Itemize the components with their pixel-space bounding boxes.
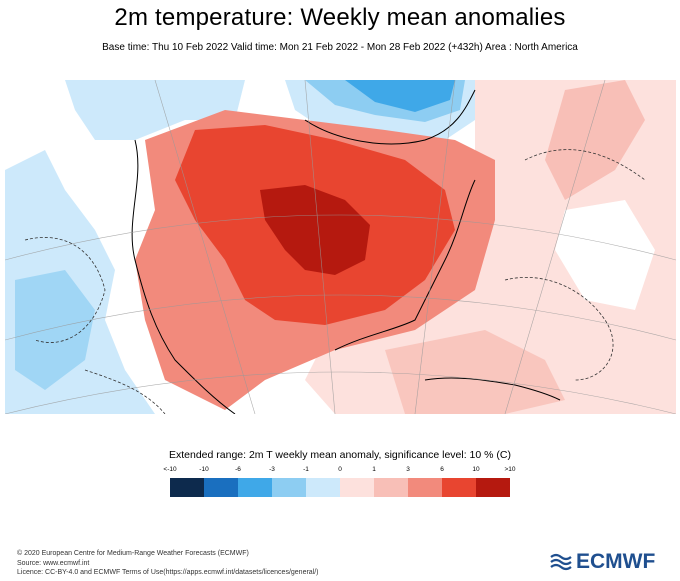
legend-color-segment (204, 478, 238, 497)
legend-tick: -10 (199, 466, 209, 473)
legend-tick: <-10 (163, 466, 177, 473)
anomaly-region-pink-atlantic (545, 80, 645, 200)
legend-tick: -3 (269, 466, 275, 473)
legend-color-segment (306, 478, 340, 497)
legend-color-segment (340, 478, 374, 497)
anomaly-region-pink-caribbean (385, 330, 565, 414)
legend-tick: -6 (235, 466, 241, 473)
anomaly-region-dark-red (260, 185, 370, 275)
legend-color-segment (408, 478, 442, 497)
anomaly-map[interactable] (5, 80, 676, 414)
legend-color-segment (442, 478, 476, 497)
legend-ticks: <-10 -10 -6 -3 -1 0 1 3 6 10 >10 (163, 466, 515, 476)
graticule (5, 80, 676, 414)
legend-color-segment (238, 478, 272, 497)
legend-color-segment (272, 478, 306, 497)
legend-tick: 1 (372, 466, 376, 473)
legend-color-segment (170, 478, 204, 497)
source-text: Source: www.ecmwf.int (17, 559, 90, 567)
legend-color-segment (374, 478, 408, 497)
copyright-text: © 2020 European Centre for Medium-Range … (17, 550, 249, 557)
chart-title: 2m temperature: Weekly mean anomalies (114, 4, 566, 31)
legend-tick: 10 (472, 466, 480, 473)
legend-color-segment (476, 478, 510, 497)
legend-tick: -1 (303, 466, 309, 473)
coastline-caribbean (424, 377, 561, 401)
legend-tick: >10 (504, 466, 516, 473)
legend-title: Extended range: 2m T weekly mean anomaly… (168, 449, 511, 461)
anomaly-region-white-atlantic (555, 200, 655, 310)
anomaly-region-deep-blue-hudson (345, 80, 455, 112)
footer: © 2020 European Centre for Medium-Range … (17, 549, 319, 578)
legend-tick: 3 (406, 466, 410, 473)
legend-tick: 6 (440, 466, 444, 473)
legend-colorbar (170, 478, 510, 497)
anomaly-region-light-blue-northwest (65, 80, 245, 140)
coastline-hudson (304, 89, 476, 145)
ecmwf-logo-text: ECMWF (576, 550, 656, 573)
ecmwf-wave-icon (550, 553, 572, 571)
ecmwf-logo: ECMWF (550, 550, 656, 573)
significance-contours (24, 149, 646, 414)
licence-text: Licence: CC-BY-4.0 and ECMWF Terms of Us… (17, 569, 319, 576)
legend-tick: 0 (338, 466, 342, 473)
coastline-west (131, 139, 236, 414)
anomaly-region-mid-blue-pacific (15, 270, 95, 390)
chart-subtitle: Base time: Thu 10 Feb 2022 Valid time: M… (102, 42, 578, 53)
